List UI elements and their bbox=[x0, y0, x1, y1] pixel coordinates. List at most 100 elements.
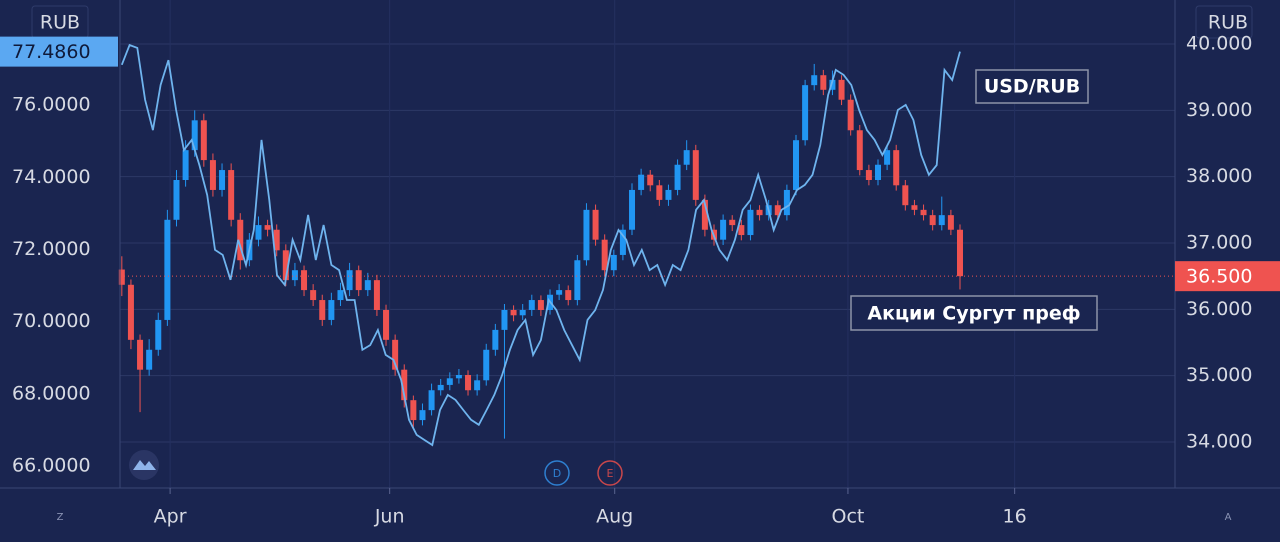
candle-body bbox=[492, 329, 499, 350]
candle-body bbox=[337, 290, 344, 301]
candle-body bbox=[619, 229, 626, 255]
candle-body bbox=[629, 189, 636, 230]
x-tick-label: Aug bbox=[596, 506, 633, 528]
candle-body bbox=[155, 319, 162, 350]
candle-body bbox=[811, 75, 818, 86]
candle-body bbox=[756, 209, 763, 216]
x-tick-label: Oct bbox=[832, 506, 865, 528]
candle-body bbox=[455, 374, 462, 379]
event-marker[interactable] bbox=[597, 460, 623, 486]
y2-tick-label: 38.000 bbox=[1186, 165, 1252, 187]
candle-body bbox=[556, 290, 563, 295]
candle-body bbox=[437, 384, 444, 391]
candle-body bbox=[793, 140, 800, 190]
candle-body bbox=[738, 225, 745, 236]
candle-body bbox=[228, 170, 235, 220]
candle-body bbox=[200, 120, 207, 161]
y2-tick-label: 36.000 bbox=[1186, 298, 1252, 320]
candle-body bbox=[510, 309, 517, 316]
candle-body bbox=[282, 250, 289, 281]
series-label: Акции Сургут преф bbox=[867, 303, 1080, 325]
event-marker[interactable] bbox=[544, 460, 570, 486]
y2-tick-label: 37.000 bbox=[1186, 232, 1252, 254]
candle-body bbox=[574, 260, 581, 301]
candle-body bbox=[373, 280, 380, 310]
price-label-box bbox=[0, 36, 118, 67]
event-marker-label[interactable]: D bbox=[553, 467, 561, 480]
candle-body bbox=[364, 280, 371, 291]
candle-body bbox=[118, 269, 125, 285]
corner-label[interactable]: Z bbox=[57, 512, 64, 523]
candle-body bbox=[474, 380, 481, 391]
x-tick-label: Jun bbox=[374, 506, 405, 528]
candle-body bbox=[328, 300, 335, 320]
candle-body bbox=[774, 205, 781, 216]
candle-body bbox=[273, 229, 280, 251]
x-tick-label: Apr bbox=[154, 506, 187, 528]
candle-body bbox=[419, 410, 426, 421]
logo-icon bbox=[133, 460, 156, 470]
candle-body bbox=[592, 209, 599, 240]
candle-body bbox=[182, 150, 189, 180]
series-label-box bbox=[975, 69, 1089, 104]
plot bbox=[118, 43, 1175, 447]
corner-label[interactable]: A bbox=[1225, 512, 1232, 523]
candle-body bbox=[847, 99, 854, 131]
logo[interactable] bbox=[129, 450, 159, 480]
y-tick-label: 68.0000 bbox=[12, 382, 91, 404]
candle-body bbox=[947, 215, 954, 230]
y2-tick-label: 35.000 bbox=[1186, 364, 1252, 386]
candle-body bbox=[601, 239, 608, 271]
candle-body bbox=[219, 170, 226, 190]
candle-body bbox=[301, 270, 308, 291]
candle-body bbox=[383, 309, 390, 340]
y2-axis-unit: RUB bbox=[1208, 12, 1248, 34]
candle-body bbox=[465, 374, 472, 391]
candle-body bbox=[164, 219, 171, 320]
series-label-box bbox=[850, 295, 1098, 331]
candle-body bbox=[610, 254, 617, 271]
candle-body bbox=[856, 130, 863, 171]
candle-body bbox=[537, 300, 544, 310]
candle-body bbox=[829, 79, 836, 90]
candle-body bbox=[137, 339, 144, 370]
candle-body bbox=[483, 349, 490, 381]
candle-body bbox=[528, 300, 535, 310]
candle-body bbox=[956, 229, 963, 277]
candle-body bbox=[501, 309, 508, 330]
series-label: USD/RUB bbox=[984, 76, 1080, 98]
candle-body bbox=[355, 270, 362, 291]
candle-body bbox=[893, 150, 900, 186]
candle-body bbox=[127, 284, 134, 340]
event-marker-label[interactable]: E bbox=[607, 467, 614, 480]
candle-body bbox=[565, 290, 572, 301]
candle-body bbox=[173, 179, 180, 220]
candle-body bbox=[446, 378, 453, 385]
candle-body bbox=[783, 189, 790, 216]
line-series bbox=[120, 43, 961, 447]
candle-body bbox=[911, 205, 918, 210]
candle-body bbox=[392, 339, 399, 370]
candle-body bbox=[638, 174, 645, 190]
y-tick-label: 72.0000 bbox=[12, 238, 91, 260]
candle-body bbox=[346, 270, 353, 291]
candle-body bbox=[820, 75, 827, 90]
candle-body bbox=[519, 309, 526, 316]
candle-body bbox=[701, 199, 708, 230]
unit-box bbox=[1195, 5, 1253, 39]
y2-tick-label: 39.000 bbox=[1186, 99, 1252, 121]
candle-body bbox=[146, 349, 153, 370]
candle-body bbox=[865, 170, 872, 180]
candle-body bbox=[874, 164, 881, 180]
candle-body bbox=[747, 209, 754, 236]
labels: RUB RUB Z A D E 66.0000 68.0000 70.0000 72.… bbox=[0, 5, 1280, 528]
grid bbox=[120, 0, 1175, 488]
candle-body bbox=[656, 185, 663, 200]
candle-body bbox=[410, 400, 417, 421]
candle-body bbox=[720, 219, 727, 240]
candle-body bbox=[929, 215, 936, 226]
candle-body bbox=[683, 150, 690, 165]
candle-body bbox=[802, 85, 809, 141]
y-axis-unit: RUB bbox=[40, 12, 80, 34]
